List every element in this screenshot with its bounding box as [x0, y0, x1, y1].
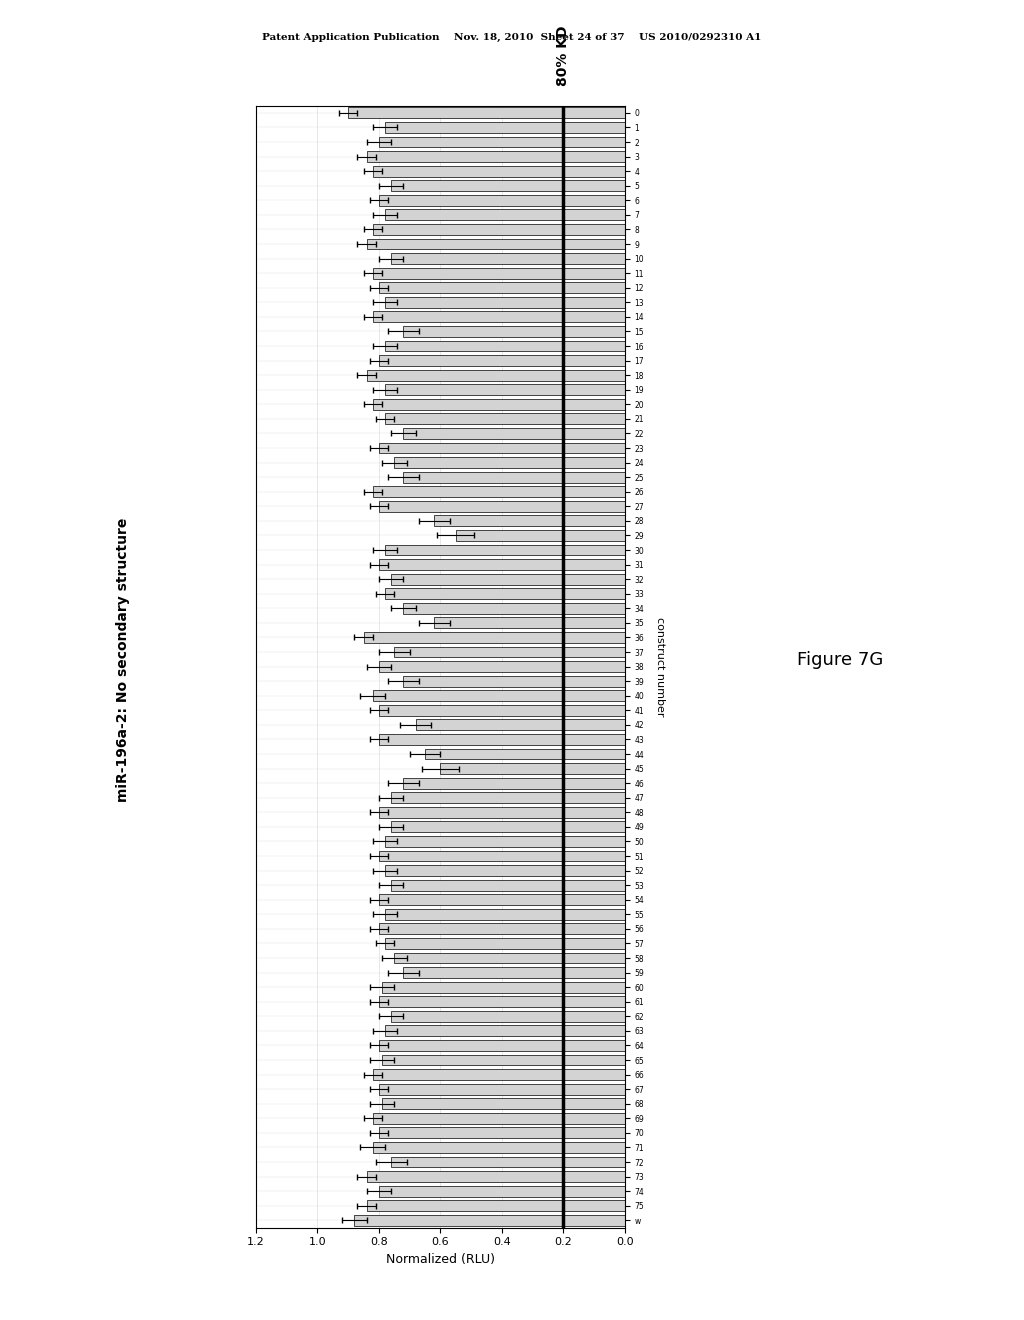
Bar	[379, 997, 625, 1007]
Bar	[354, 1214, 625, 1226]
Bar	[379, 136, 625, 148]
Bar	[385, 865, 625, 876]
Bar	[379, 1084, 625, 1094]
Bar	[367, 150, 625, 162]
Bar	[348, 107, 625, 119]
Bar	[394, 953, 625, 964]
Bar	[379, 560, 625, 570]
Y-axis label: construct number: construct number	[655, 616, 665, 717]
Bar	[379, 705, 625, 715]
Bar	[385, 589, 625, 599]
Bar	[456, 531, 625, 541]
Bar	[440, 763, 625, 774]
Bar	[425, 748, 625, 759]
Bar	[391, 574, 625, 585]
Bar	[403, 471, 625, 483]
Bar	[391, 821, 625, 833]
Bar	[379, 1040, 625, 1051]
Bar	[434, 618, 625, 628]
Bar	[391, 253, 625, 264]
Bar	[373, 1069, 625, 1080]
Bar	[403, 676, 625, 686]
Bar	[385, 384, 625, 395]
Bar	[379, 1127, 625, 1138]
Bar	[373, 312, 625, 322]
Bar	[373, 399, 625, 409]
Bar	[434, 515, 625, 527]
Bar	[403, 968, 625, 978]
Bar	[373, 1113, 625, 1123]
Bar	[364, 632, 625, 643]
Bar	[403, 428, 625, 440]
Bar	[391, 181, 625, 191]
Bar	[379, 661, 625, 672]
Bar	[373, 1142, 625, 1152]
Bar	[367, 1171, 625, 1183]
Bar	[379, 734, 625, 744]
Bar	[385, 341, 625, 351]
Text: 80% KD: 80% KD	[556, 25, 570, 86]
Bar	[382, 1055, 625, 1065]
Bar	[385, 836, 625, 847]
Bar	[391, 1011, 625, 1022]
Bar	[379, 500, 625, 512]
Bar	[385, 909, 625, 920]
Bar	[403, 603, 625, 614]
Bar	[379, 195, 625, 206]
Bar	[373, 224, 625, 235]
Bar	[394, 457, 625, 469]
Bar	[391, 792, 625, 803]
Bar	[367, 370, 625, 380]
Text: miR-196a-2: No secondary structure: miR-196a-2: No secondary structure	[116, 517, 130, 803]
Bar	[385, 545, 625, 556]
Bar	[373, 166, 625, 177]
Bar	[403, 777, 625, 788]
Bar	[379, 355, 625, 366]
Bar	[379, 807, 625, 818]
Text: Patent Application Publication    Nov. 18, 2010  Sheet 24 of 37    US 2010/02923: Patent Application Publication Nov. 18, …	[262, 33, 762, 42]
Bar	[373, 486, 625, 498]
Bar	[382, 982, 625, 993]
Bar	[379, 850, 625, 862]
Bar	[382, 1098, 625, 1109]
Bar	[385, 121, 625, 133]
Bar	[367, 239, 625, 249]
Bar	[373, 690, 625, 701]
Bar	[385, 1026, 625, 1036]
Bar	[379, 282, 625, 293]
Bar	[385, 413, 625, 424]
Bar	[391, 879, 625, 891]
Bar	[379, 894, 625, 906]
Bar	[391, 1156, 625, 1167]
Bar	[385, 210, 625, 220]
Bar	[394, 647, 625, 657]
Bar	[385, 939, 625, 949]
Bar	[379, 1185, 625, 1197]
Bar	[385, 297, 625, 308]
Bar	[403, 326, 625, 337]
Bar	[379, 442, 625, 454]
X-axis label: Normalized (RLU): Normalized (RLU)	[386, 1253, 495, 1266]
Bar	[373, 268, 625, 279]
Bar	[379, 924, 625, 935]
Bar	[416, 719, 625, 730]
Text: Figure 7G: Figure 7G	[797, 651, 883, 669]
Bar	[367, 1200, 625, 1212]
